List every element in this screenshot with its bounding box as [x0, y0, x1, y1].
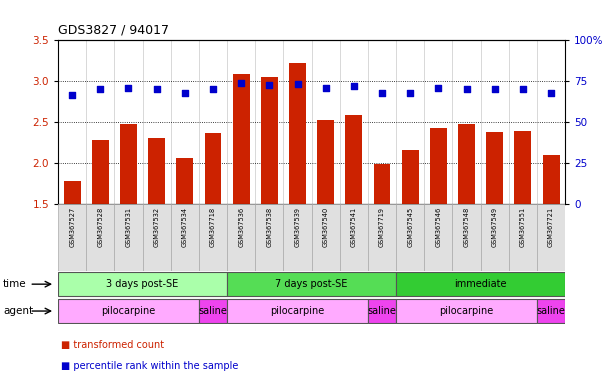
Text: GSM367528: GSM367528	[97, 207, 103, 247]
Point	[236, 80, 246, 86]
Text: time: time	[3, 279, 27, 289]
Text: GDS3827 / 94017: GDS3827 / 94017	[58, 23, 169, 36]
Text: pilocarpine: pilocarpine	[101, 306, 156, 316]
Point	[546, 90, 556, 96]
Text: pilocarpine: pilocarpine	[271, 306, 324, 316]
Text: GSM367721: GSM367721	[548, 207, 554, 247]
Text: agent: agent	[3, 306, 33, 316]
Text: GSM367546: GSM367546	[436, 207, 441, 247]
Bar	[170, 204, 199, 271]
Text: GSM367527: GSM367527	[69, 207, 75, 247]
Text: GSM367531: GSM367531	[125, 207, 131, 247]
Text: GSM367548: GSM367548	[464, 207, 470, 247]
Bar	[86, 204, 114, 271]
Bar	[396, 272, 565, 296]
Bar	[92, 140, 109, 204]
Point	[490, 86, 500, 92]
Point	[208, 86, 218, 92]
Text: ■ percentile rank within the sample: ■ percentile rank within the sample	[61, 361, 238, 371]
Text: GSM367551: GSM367551	[520, 207, 526, 247]
Point	[377, 90, 387, 96]
Point	[180, 90, 189, 96]
Text: GSM367718: GSM367718	[210, 207, 216, 247]
Text: GSM367532: GSM367532	[153, 207, 159, 247]
Bar	[199, 299, 227, 323]
Text: 7 days post-SE: 7 days post-SE	[276, 279, 348, 289]
Bar	[233, 74, 250, 204]
Text: GSM367541: GSM367541	[351, 207, 357, 247]
Bar	[340, 204, 368, 271]
Bar	[64, 181, 81, 204]
Bar	[345, 115, 362, 204]
Text: GSM367549: GSM367549	[492, 207, 498, 247]
Bar	[227, 272, 396, 296]
Bar	[481, 204, 509, 271]
Text: 3 days post-SE: 3 days post-SE	[106, 279, 178, 289]
Text: GSM367538: GSM367538	[266, 207, 273, 247]
Bar	[430, 127, 447, 204]
Bar	[58, 299, 199, 323]
Text: GSM367540: GSM367540	[323, 207, 329, 247]
Point	[95, 86, 105, 92]
Text: GSM367536: GSM367536	[238, 207, 244, 247]
Bar	[514, 131, 532, 204]
Point	[123, 85, 133, 91]
Bar	[543, 155, 560, 204]
Point	[434, 84, 444, 91]
Bar	[537, 204, 565, 271]
Bar	[120, 124, 137, 204]
Bar	[312, 204, 340, 271]
Bar	[289, 63, 306, 204]
Point	[462, 86, 472, 92]
Text: ■ transformed count: ■ transformed count	[61, 340, 164, 350]
Bar	[368, 299, 396, 323]
Bar	[227, 204, 255, 271]
Bar	[368, 204, 396, 271]
Bar	[402, 151, 419, 204]
Bar	[58, 204, 86, 271]
Text: saline: saline	[368, 306, 397, 316]
Bar	[396, 299, 537, 323]
Text: GSM367534: GSM367534	[182, 207, 188, 247]
Text: GSM367719: GSM367719	[379, 207, 385, 247]
Bar	[199, 204, 227, 271]
Bar	[114, 204, 142, 271]
Bar	[453, 204, 481, 271]
Point	[349, 83, 359, 89]
Bar	[396, 204, 424, 271]
Point	[321, 85, 331, 91]
Bar	[177, 158, 193, 204]
Point	[293, 81, 302, 88]
Bar	[205, 132, 221, 204]
Text: GSM367539: GSM367539	[295, 207, 301, 247]
Text: saline: saline	[536, 306, 566, 316]
Point	[518, 86, 528, 92]
Point	[67, 92, 77, 98]
Bar	[58, 272, 227, 296]
Bar	[142, 204, 170, 271]
Text: saline: saline	[199, 306, 227, 316]
Text: pilocarpine: pilocarpine	[439, 306, 494, 316]
Bar	[373, 164, 390, 204]
Bar	[424, 204, 453, 271]
Bar	[317, 120, 334, 204]
Point	[265, 82, 274, 88]
Bar	[148, 138, 165, 204]
Point	[405, 90, 415, 96]
Bar	[284, 204, 312, 271]
Bar	[255, 204, 284, 271]
Bar	[537, 299, 565, 323]
Text: GSM367545: GSM367545	[407, 207, 413, 247]
Bar	[261, 77, 278, 204]
Bar	[458, 124, 475, 204]
Bar	[509, 204, 537, 271]
Point	[152, 86, 161, 92]
Bar	[227, 299, 368, 323]
Bar	[486, 132, 503, 204]
Text: immediate: immediate	[455, 279, 507, 289]
